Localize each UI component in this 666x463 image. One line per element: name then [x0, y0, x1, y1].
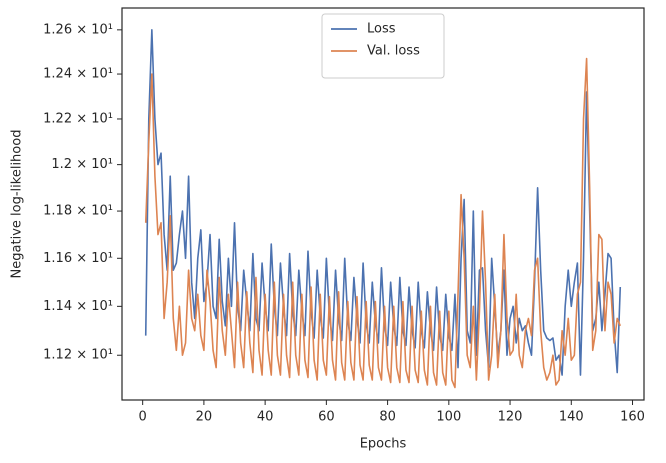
x-tick-label: 60 [318, 410, 335, 425]
x-tick-label: 20 [196, 410, 213, 425]
y-tick-label: 1.2 × 10¹ [51, 157, 113, 172]
y-tick-label: 1.22 × 10¹ [43, 111, 113, 126]
y-tick-label: 1.12 × 10¹ [43, 348, 113, 363]
x-tick-label: 120 [498, 410, 523, 425]
y-tick-label: 1.24 × 10¹ [43, 67, 113, 82]
legend-label: Val. loss [367, 44, 420, 59]
y-tick-label: 1.14 × 10¹ [43, 299, 113, 314]
x-tick-label: 80 [379, 410, 396, 425]
series-line [144, 29, 622, 376]
x-tick-label: 0 [139, 410, 147, 425]
y-tick-label: 1.26 × 10¹ [43, 22, 113, 37]
x-axis-label: Epochs [360, 437, 407, 452]
y-tick-label: 1.16 × 10¹ [43, 251, 113, 266]
y-tick-label: 1.18 × 10¹ [43, 204, 113, 219]
x-tick-label: 100 [436, 410, 461, 425]
legend-box [321, 13, 445, 79]
plot-frame [121, 7, 645, 401]
y-axis-label: Negative log-likelihood [10, 130, 25, 279]
x-tick-label: 40 [257, 410, 274, 425]
x-tick-label: 140 [559, 410, 584, 425]
x-tick-label: 160 [620, 410, 645, 425]
legend-label: Loss [367, 22, 396, 37]
series-line [144, 57, 622, 389]
